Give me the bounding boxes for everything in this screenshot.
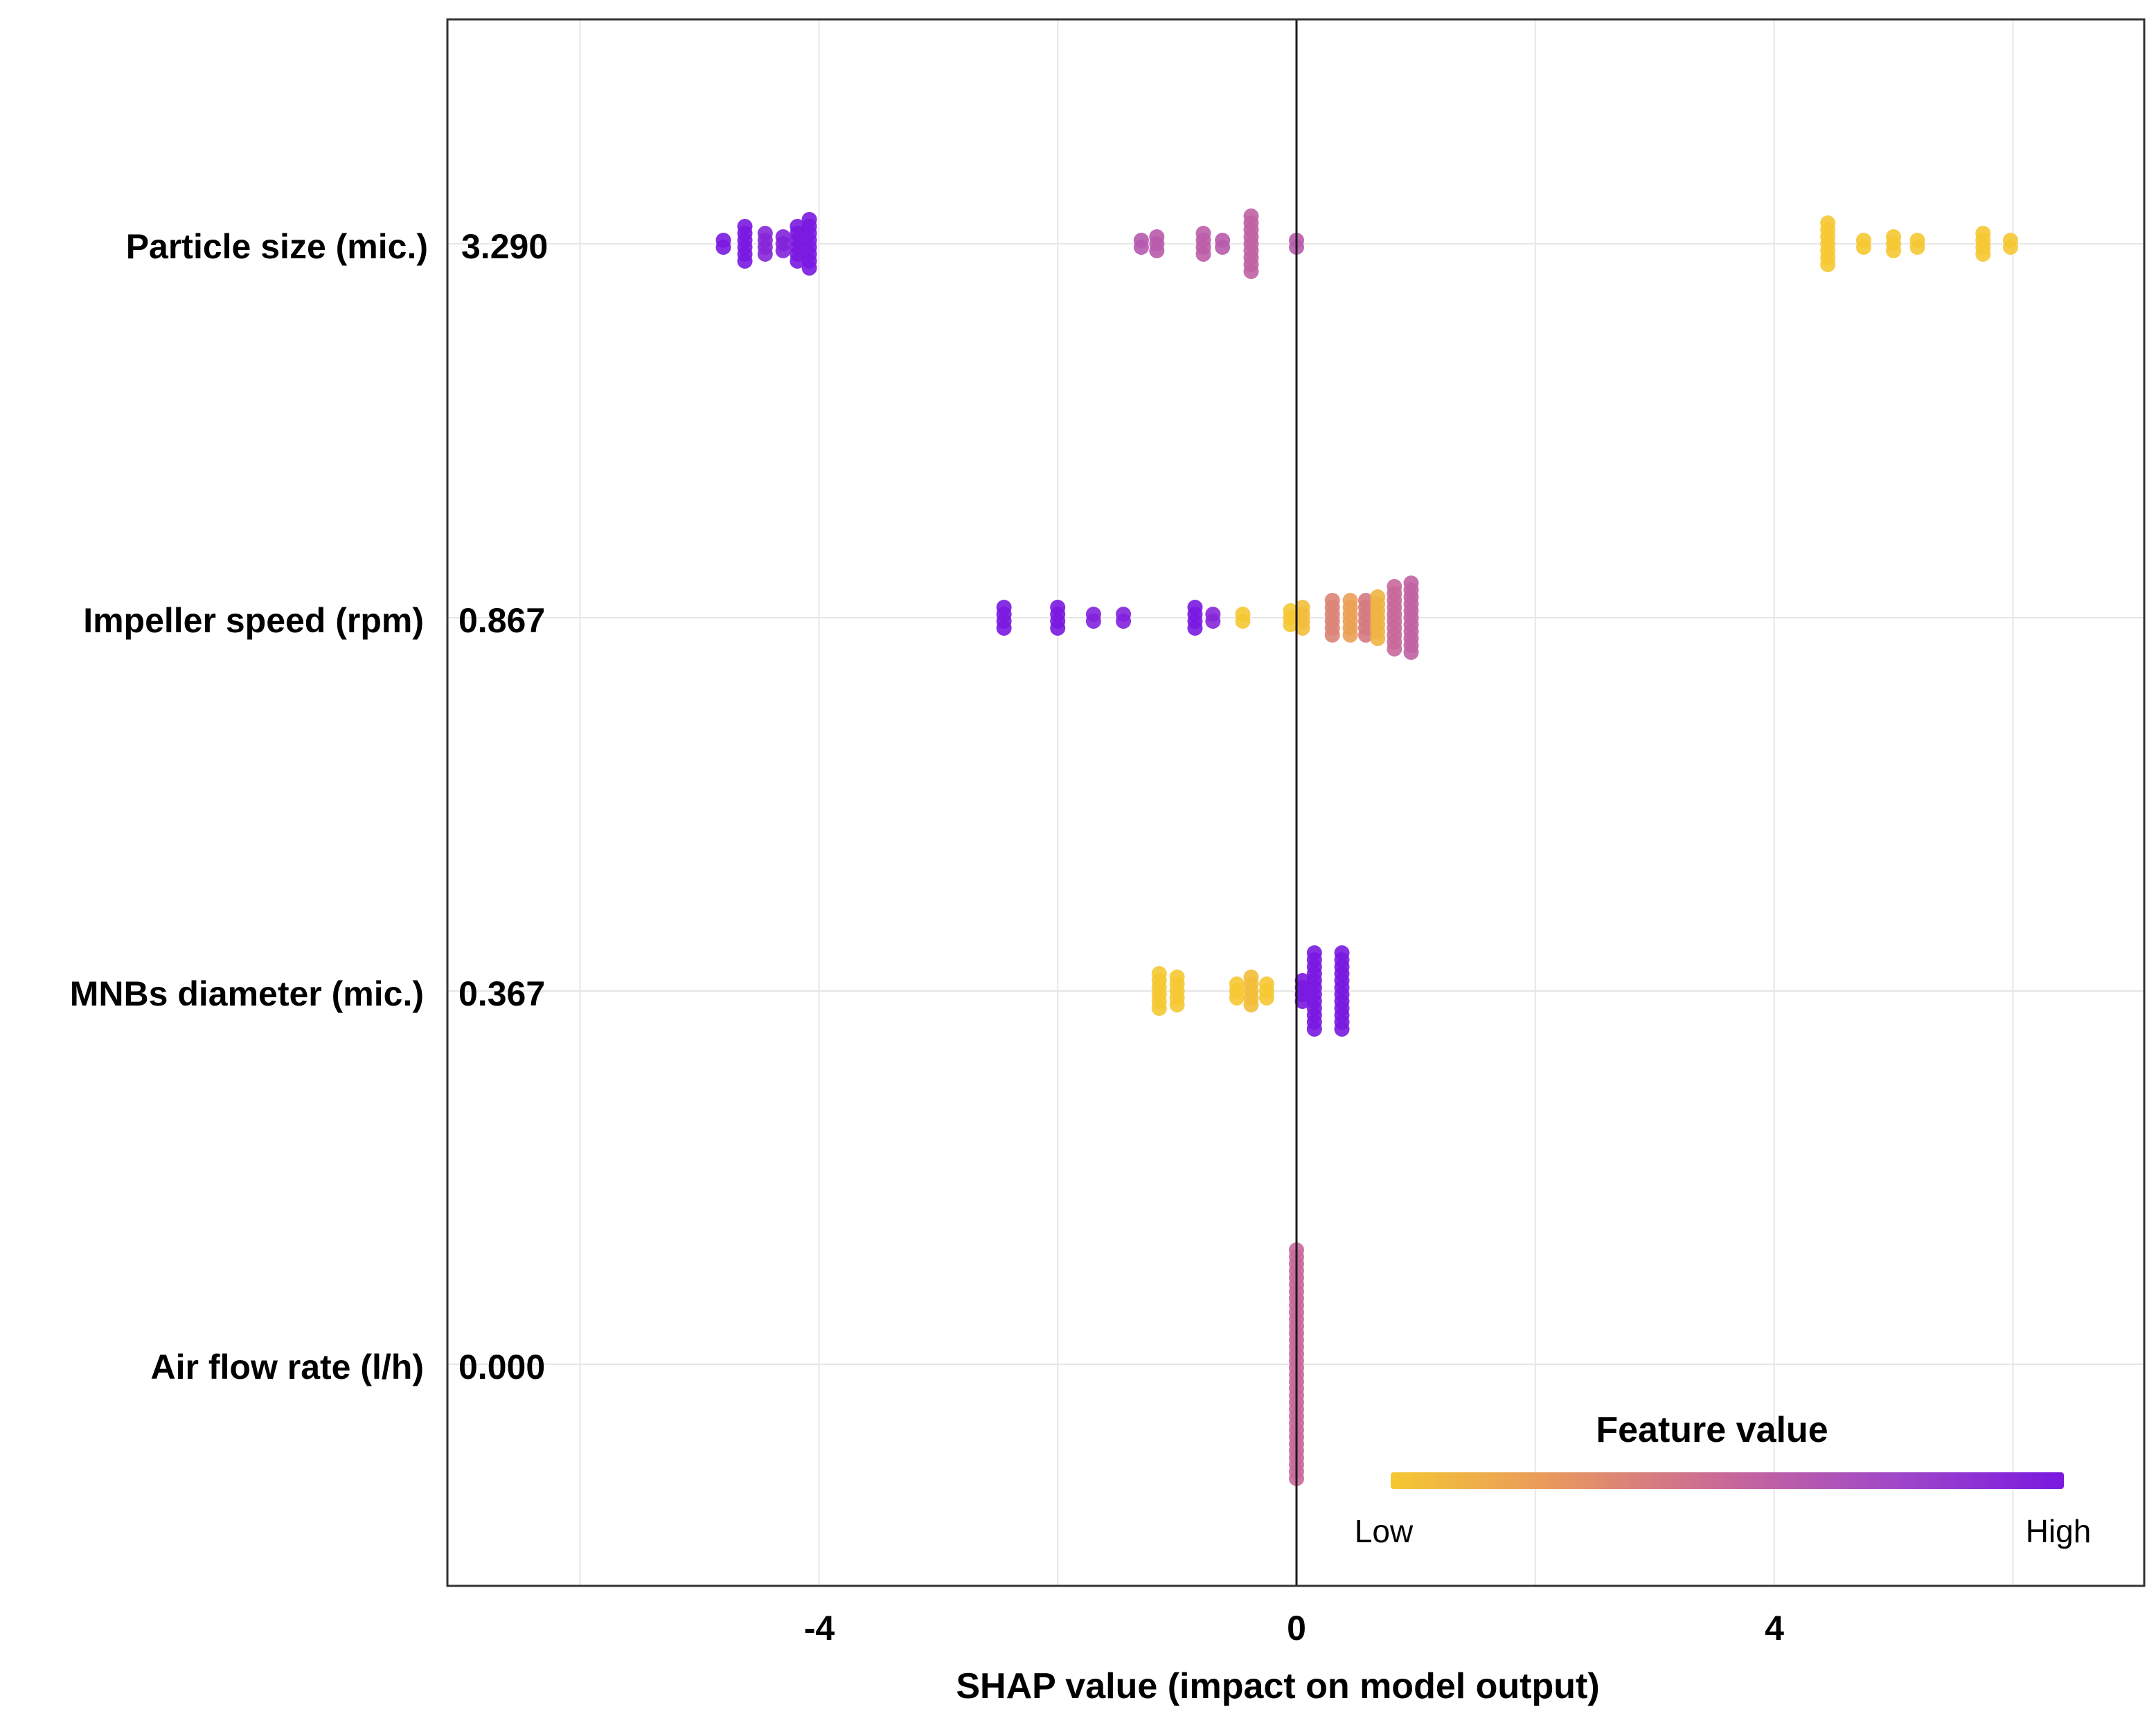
shap-point xyxy=(1187,621,1203,636)
shap-point xyxy=(1357,627,1373,643)
importance-value: 0.367 xyxy=(458,974,545,1013)
shap-point xyxy=(1283,617,1299,632)
shap-point xyxy=(737,253,753,269)
x-tick-label: 0 xyxy=(1287,1609,1306,1648)
feature-label: Particle size (mic.) xyxy=(126,227,428,266)
shap-point xyxy=(996,621,1012,636)
shap-point xyxy=(1334,1021,1350,1037)
shap-point xyxy=(1370,631,1386,646)
feature-value-legend: Feature value Low High xyxy=(1355,1410,2092,1549)
shap-point xyxy=(1342,627,1358,643)
data-points xyxy=(715,208,2018,1486)
x-axis-title: SHAP value (impact on model output) xyxy=(956,1666,1599,1706)
feature-label: Air flow rate (l/h) xyxy=(151,1348,424,1386)
shap-point xyxy=(1235,614,1251,629)
shap-point xyxy=(1909,240,1925,255)
shap-point xyxy=(1387,641,1402,657)
shap-point xyxy=(1324,627,1340,643)
shap-point xyxy=(1294,994,1310,1009)
importance-value: 0.867 xyxy=(458,601,545,640)
shap-point xyxy=(1820,257,1836,272)
shap-point xyxy=(2002,240,2018,255)
shap-point xyxy=(1151,1001,1167,1016)
legend-high-label: High xyxy=(2026,1513,2092,1549)
shap-point xyxy=(1050,621,1066,636)
shap-point xyxy=(1294,621,1310,636)
legend-colorbar xyxy=(1391,1472,2064,1489)
feature-label: MNBs diameter (mic.) xyxy=(70,974,424,1013)
shap-point xyxy=(1149,243,1165,258)
legend-low-label: Low xyxy=(1355,1513,1414,1549)
importance-labels: 3.290 0.867 0.367 0.000 xyxy=(458,227,548,1386)
shap-point xyxy=(1229,990,1245,1006)
legend-title: Feature value xyxy=(1596,1410,1828,1450)
shap-point xyxy=(1403,645,1419,660)
shap-point xyxy=(801,260,817,276)
shap-point xyxy=(1133,240,1149,255)
shap-point xyxy=(1855,240,1871,255)
plot-frame xyxy=(446,18,2146,1587)
shap-point xyxy=(715,240,731,255)
shap-point xyxy=(1243,997,1259,1012)
x-tick-labels: -4 0 4 xyxy=(804,1609,1784,1648)
shap-point xyxy=(1195,247,1211,262)
shap-point xyxy=(1975,247,1991,262)
shap-point xyxy=(790,253,805,269)
x-tick-label: -4 xyxy=(804,1609,835,1648)
shap-point xyxy=(1886,243,1901,258)
importance-value: 3.290 xyxy=(461,227,548,266)
shap-point xyxy=(1085,614,1101,629)
shap-point xyxy=(1116,614,1132,629)
feature-label: Impeller speed (rpm) xyxy=(83,601,424,640)
shap-point xyxy=(757,247,773,262)
shap-point xyxy=(1205,614,1221,629)
shap-point xyxy=(1215,240,1231,255)
shap-point xyxy=(1258,990,1274,1006)
x-tick-label: 4 xyxy=(1765,1609,1784,1648)
shap-point xyxy=(775,243,791,258)
importance-value: 0.000 xyxy=(458,1348,545,1386)
feature-labels: Particle size (mic.) Impeller speed (rpm… xyxy=(70,227,428,1386)
shap-point xyxy=(1169,997,1185,1012)
shap-point xyxy=(1306,1021,1322,1037)
shap-point xyxy=(1243,264,1259,279)
